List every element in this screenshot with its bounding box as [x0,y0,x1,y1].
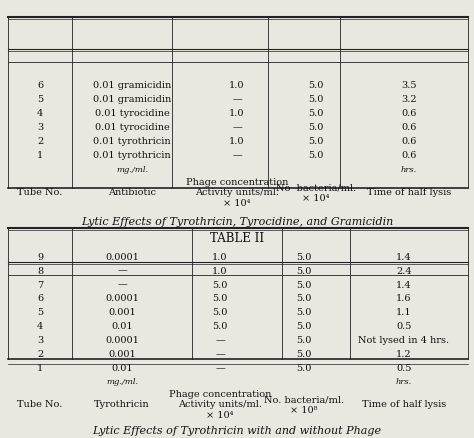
Text: 5.0: 5.0 [296,266,312,275]
Text: Phage concentration
Activity units/ml.
× 10⁴: Phage concentration Activity units/ml. ×… [169,389,271,419]
Text: Time of half lysis: Time of half lysis [362,399,446,409]
Text: Time of half lysis: Time of half lysis [367,188,451,197]
Text: Tube No.: Tube No. [18,399,63,409]
Text: 0.01: 0.01 [111,364,133,373]
Text: 1.0: 1.0 [229,81,245,90]
Text: 0.6: 0.6 [401,137,417,146]
Text: 5.0: 5.0 [296,322,312,331]
Text: 9: 9 [37,252,43,261]
Text: 5.0: 5.0 [296,308,312,317]
Text: Lytic Effects of Tyrothricin, Tyrocidine, and Gramicidin: Lytic Effects of Tyrothricin, Tyrocidine… [81,216,393,226]
Text: No  bacteria/ml.
× 10⁴: No bacteria/ml. × 10⁴ [276,183,356,202]
Text: 0.0001: 0.0001 [105,336,139,345]
Text: 0.001: 0.001 [108,350,136,359]
Text: 4: 4 [37,109,43,118]
Text: 5.0: 5.0 [212,322,228,331]
Text: Lytic Effects of Tyrothricin with and without Phage: Lytic Effects of Tyrothricin with and wi… [92,425,382,435]
Text: —: — [215,364,225,373]
Text: 0.01 tyrocidine: 0.01 tyrocidine [95,123,169,132]
Text: 3: 3 [37,336,43,345]
Text: 0.001: 0.001 [108,308,136,317]
Text: 0.0001: 0.0001 [105,252,139,261]
Text: 5.0: 5.0 [308,151,324,160]
Text: 2: 2 [37,350,43,359]
Text: 5.0: 5.0 [296,364,312,373]
Text: 5: 5 [37,308,43,317]
Text: 5.0: 5.0 [308,109,324,118]
Text: mg./ml.: mg./ml. [106,378,138,385]
Text: 0.6: 0.6 [401,151,417,160]
Text: 7: 7 [37,280,43,289]
Text: 0.5: 0.5 [396,364,412,373]
Text: 5.0: 5.0 [212,280,228,289]
Text: mg./ml.: mg./ml. [116,165,148,173]
Text: 5.0: 5.0 [296,280,312,289]
Text: 5.0: 5.0 [308,95,324,104]
Text: 5.0: 5.0 [212,294,228,303]
Text: 0.6: 0.6 [401,123,417,132]
Text: 3.2: 3.2 [401,95,417,104]
Text: 5: 5 [37,95,43,104]
Text: Tube No.: Tube No. [18,188,63,197]
Text: 1.6: 1.6 [396,294,412,303]
Text: 0.5: 0.5 [396,322,412,331]
Text: 0.6: 0.6 [401,109,417,118]
Text: 5.0: 5.0 [308,137,324,146]
Text: TABLE II: TABLE II [210,231,264,244]
Text: hrs.: hrs. [401,165,417,173]
Text: 5.0: 5.0 [296,252,312,261]
Text: 1.0: 1.0 [212,266,228,275]
Text: 5.0: 5.0 [296,336,312,345]
Text: No. bacteria/ml.
× 10⁸: No. bacteria/ml. × 10⁸ [264,394,344,414]
Text: 8: 8 [37,266,43,275]
Text: 0.01 tyrothricin: 0.01 tyrothricin [93,137,171,146]
Text: 1.0: 1.0 [229,137,245,146]
Text: 1.4: 1.4 [396,252,412,261]
Text: 0.0001: 0.0001 [105,294,139,303]
Text: 3.5: 3.5 [401,81,417,90]
Text: 3: 3 [37,123,43,132]
Text: 0.01 tyrocidine: 0.01 tyrocidine [95,109,169,118]
Text: 0.01 tyrothricin: 0.01 tyrothricin [93,151,171,160]
Text: —: — [232,95,242,104]
Text: 5.0: 5.0 [212,308,228,317]
Text: Antibiotic: Antibiotic [108,188,156,197]
Text: —: — [117,266,127,275]
Text: 2.4: 2.4 [396,266,412,275]
Text: 5.0: 5.0 [308,123,324,132]
Text: 0.01 gramicidin: 0.01 gramicidin [93,95,171,104]
Text: —: — [117,280,127,289]
Text: 1.2: 1.2 [396,350,412,359]
Text: 1.0: 1.0 [229,109,245,118]
Text: 5.0: 5.0 [296,350,312,359]
Text: —: — [215,336,225,345]
Text: 5.0: 5.0 [308,81,324,90]
Text: Tyrothricin: Tyrothricin [94,399,150,409]
Text: —: — [215,350,225,359]
Text: 0.01: 0.01 [111,322,133,331]
Text: 5.0: 5.0 [296,294,312,303]
Text: 1.4: 1.4 [396,280,412,289]
Text: 4: 4 [37,322,43,331]
Text: 0.01 gramicidin: 0.01 gramicidin [93,81,171,90]
Text: 1.0: 1.0 [212,252,228,261]
Text: Not lysed in 4 hrs.: Not lysed in 4 hrs. [358,336,449,345]
Text: 2: 2 [37,137,43,146]
Text: 1.1: 1.1 [396,308,412,317]
Text: —: — [232,123,242,132]
Text: hrs.: hrs. [396,378,412,385]
Text: 1: 1 [37,151,43,160]
Text: 6: 6 [37,294,43,303]
Text: Phage concentration
Activity units/ml.
× 10⁴: Phage concentration Activity units/ml. ×… [186,178,288,208]
Text: —: — [232,151,242,160]
Text: 6: 6 [37,81,43,90]
Text: 1: 1 [37,364,43,373]
